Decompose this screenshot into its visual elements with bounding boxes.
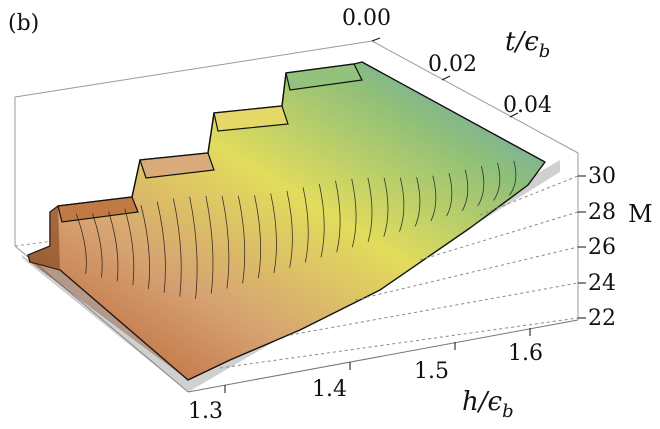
h-axis-label: h/ϵb bbox=[462, 387, 514, 422]
contour-line bbox=[108, 211, 119, 282]
m-tick-28: 28 bbox=[588, 200, 616, 225]
contour-line bbox=[254, 195, 262, 279]
contour-line bbox=[383, 177, 389, 237]
contour-line bbox=[430, 175, 437, 222]
contour-line bbox=[270, 193, 277, 274]
contour-line bbox=[493, 162, 501, 201]
m-tick-24: 24 bbox=[588, 271, 616, 296]
m-tick-22: 22 bbox=[588, 306, 616, 331]
t-axis-label: t/ϵb bbox=[505, 27, 550, 62]
t-tick-2: 0.04 bbox=[503, 93, 552, 118]
contour-line bbox=[156, 201, 166, 293]
contour-line bbox=[286, 190, 293, 268]
h-tick-1: 1.4 bbox=[312, 377, 347, 402]
contour-line bbox=[189, 196, 198, 299]
contour-line bbox=[335, 180, 341, 253]
contour-line bbox=[477, 165, 485, 206]
panel-label: (b) bbox=[8, 11, 39, 36]
contour-line bbox=[140, 205, 150, 290]
contour-line bbox=[446, 172, 453, 217]
t-axis-ticks bbox=[371, 37, 519, 118]
t-axis-label-sub: b bbox=[539, 41, 551, 62]
contour-line bbox=[221, 195, 230, 289]
contour-line bbox=[318, 183, 325, 258]
m-tick-30: 30 bbox=[588, 164, 616, 189]
plateau-3 bbox=[213, 105, 289, 132]
contour-line bbox=[237, 195, 246, 284]
t-axis-label-eps: ϵ bbox=[524, 27, 539, 57]
contour-line bbox=[351, 178, 357, 248]
h-tick-2: 1.5 bbox=[414, 359, 449, 384]
h-axis-ticks bbox=[224, 328, 531, 393]
t-tick-1: 0.02 bbox=[428, 52, 477, 77]
m-axis-label: M bbox=[628, 200, 653, 228]
step-risers bbox=[131, 72, 287, 198]
h-axis-label-main: h/ bbox=[462, 387, 490, 417]
h-tick-0: 1.3 bbox=[188, 399, 223, 424]
contour-line bbox=[399, 177, 405, 232]
contour-line bbox=[205, 195, 214, 294]
h-axis-label-eps: ϵ bbox=[488, 387, 503, 417]
contour-line bbox=[367, 177, 373, 243]
contour-lines bbox=[75, 160, 517, 299]
contour-line bbox=[461, 169, 469, 212]
front-edge bbox=[187, 319, 579, 393]
plateau-4 bbox=[285, 63, 363, 91]
surface-top bbox=[27, 61, 546, 381]
m-axis-ticks bbox=[578, 175, 586, 319]
m-tick-26: 26 bbox=[588, 235, 616, 260]
contour-line bbox=[173, 198, 182, 297]
t-tick-0: 0.00 bbox=[342, 6, 391, 31]
contour-line bbox=[508, 160, 517, 196]
contour-line bbox=[92, 213, 103, 278]
h-tick-3: 1.6 bbox=[508, 341, 543, 366]
contour-line bbox=[414, 177, 421, 227]
surface-bottom-shade bbox=[30, 262, 188, 380]
contour-line bbox=[124, 208, 135, 286]
plateau-1 bbox=[57, 196, 139, 223]
plateau-2 bbox=[139, 152, 215, 179]
contour-line bbox=[302, 187, 309, 263]
h-axis-label-sub: b bbox=[502, 401, 514, 422]
contour-line bbox=[75, 213, 87, 274]
t-axis-label-main: t/ bbox=[505, 27, 526, 57]
m-grid-lines bbox=[219, 175, 579, 369]
